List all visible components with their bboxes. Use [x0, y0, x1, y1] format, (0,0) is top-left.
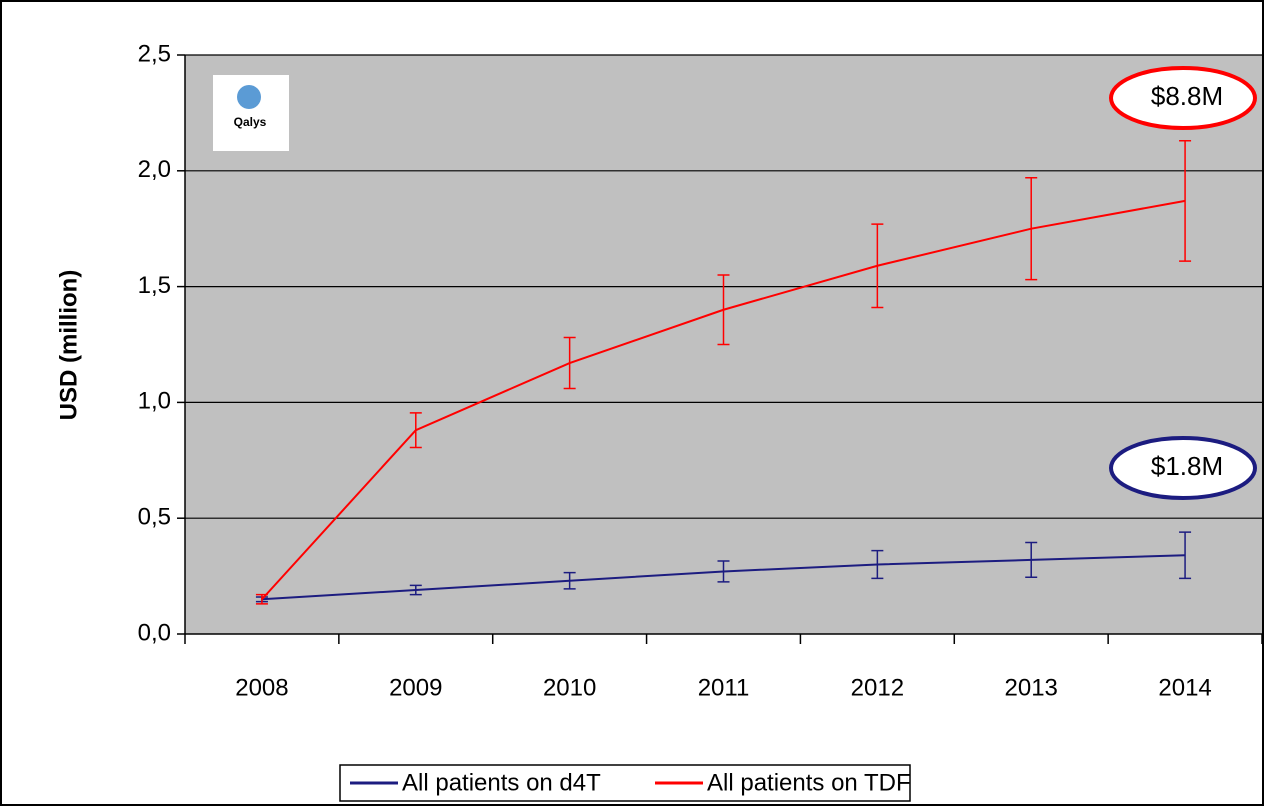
legend-box — [339, 764, 911, 802]
legend-label: All patients on TDF — [707, 769, 911, 796]
x-tick-label: 2008 — [235, 674, 288, 701]
y-tick-label: 2,5 — [138, 40, 171, 67]
error-bar — [255, 593, 268, 605]
error-bar — [1025, 541, 1038, 579]
error-bar — [1179, 531, 1192, 580]
error-bar — [717, 560, 730, 583]
error-bar — [871, 223, 884, 309]
x-tick-label: 2013 — [1005, 674, 1058, 701]
error-bar — [871, 549, 884, 580]
logo-text: Qalys — [234, 115, 267, 129]
annotation-ellipse — [1109, 66, 1257, 130]
error-bar — [1179, 139, 1192, 262]
x-tick-label: 2010 — [543, 674, 596, 701]
x-tick-label: 2014 — [1158, 674, 1211, 701]
y-tick-label: 1,0 — [138, 388, 171, 415]
annotation: $1.8M — [1151, 451, 1223, 481]
x-tick-label: 2009 — [389, 674, 442, 701]
y-tick-label: 0,5 — [138, 504, 171, 531]
y-axis-label: USD (million) — [55, 270, 82, 421]
x-tick-label: 2011 — [698, 674, 750, 701]
error-bar — [563, 336, 576, 390]
annotation: $8.8M — [1151, 81, 1223, 111]
error-bar — [717, 274, 730, 346]
error-bar — [409, 412, 422, 449]
annotation-ellipse — [1109, 436, 1257, 500]
y-tick-label: 2,0 — [138, 156, 171, 183]
error-bar — [409, 584, 422, 596]
y-tick-label: 0,0 — [138, 619, 171, 646]
error-bar — [563, 571, 576, 590]
x-tick-label: 2012 — [851, 674, 904, 701]
error-bar — [1025, 176, 1038, 281]
y-tick-label: 1,5 — [138, 272, 171, 299]
logo-icon — [237, 85, 261, 109]
legend-label: All patients on d4T — [402, 769, 601, 796]
logo: Qalys — [213, 75, 289, 151]
